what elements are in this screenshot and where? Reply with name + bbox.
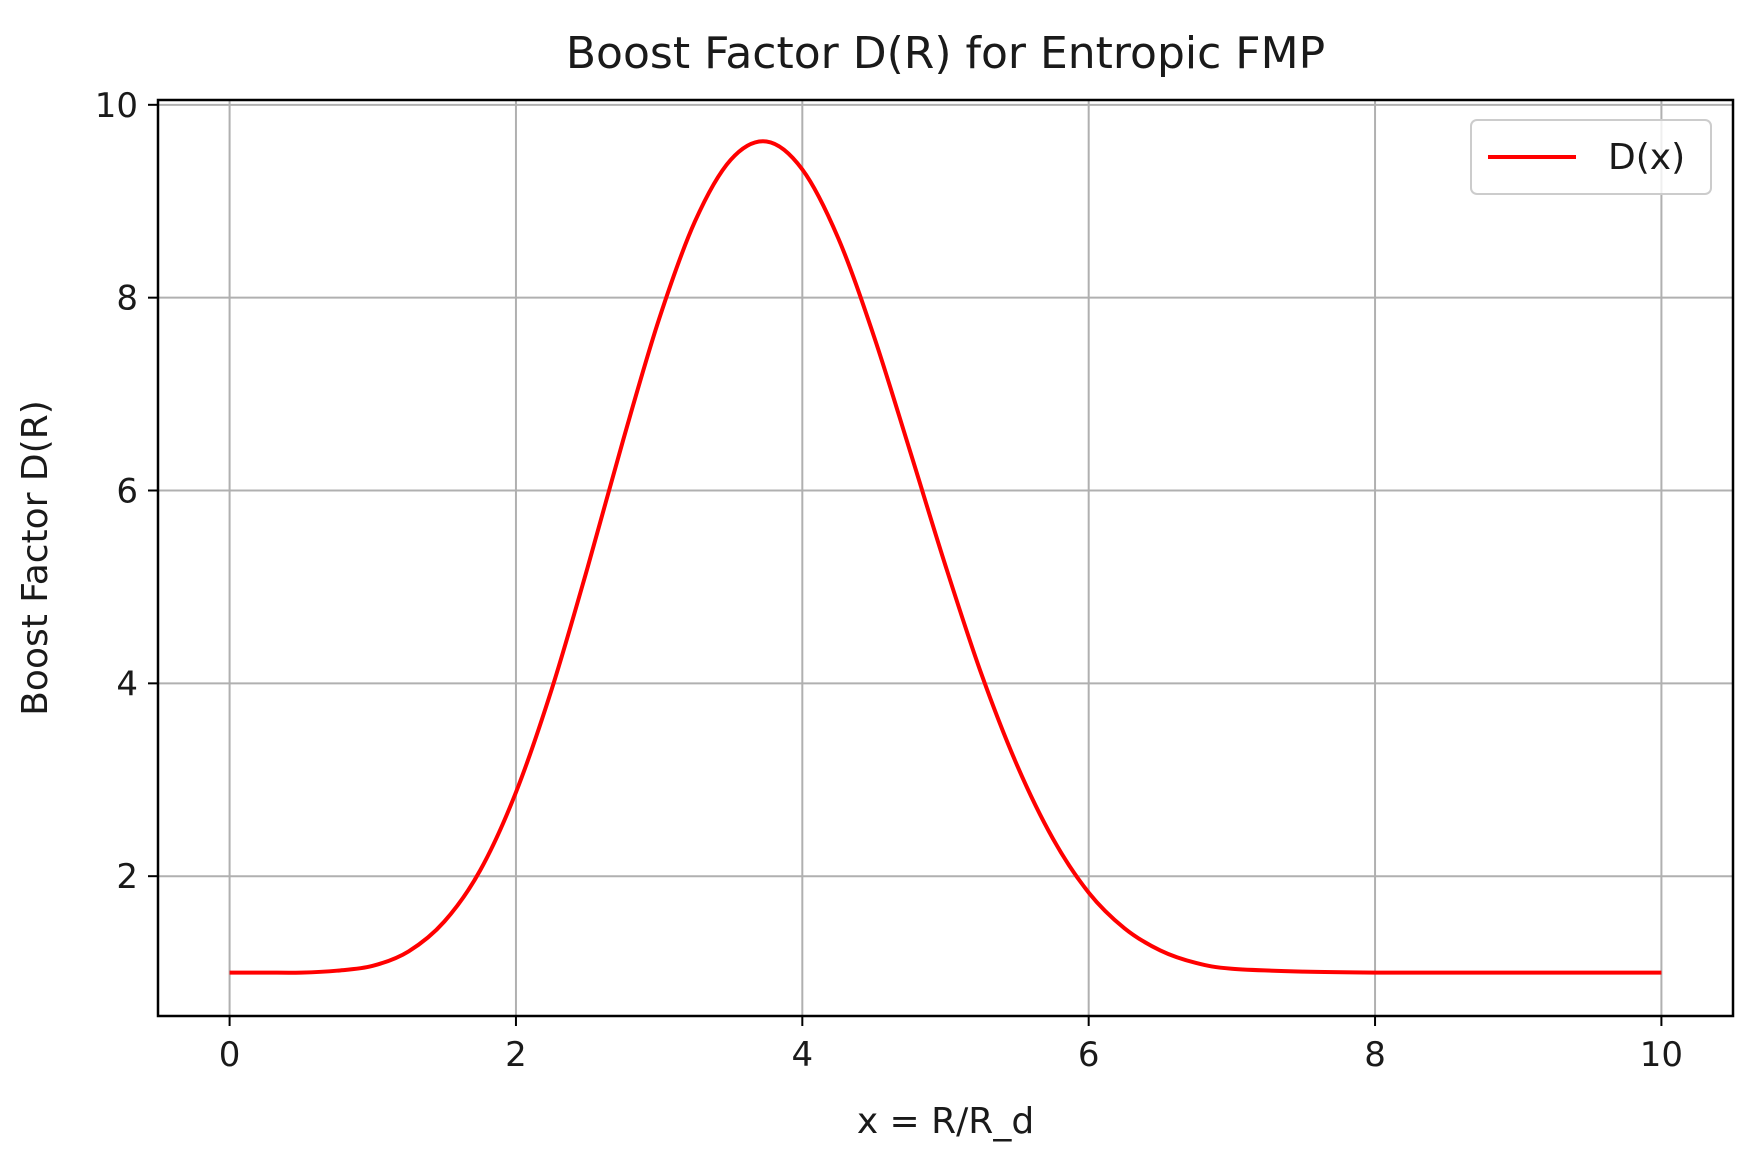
y-tick-label: 6 [116, 472, 138, 512]
x-tick-label: 2 [505, 1035, 527, 1075]
grid [158, 100, 1733, 1016]
x-tick-label: 10 [1640, 1035, 1683, 1075]
y-tick-label: 2 [116, 857, 138, 897]
y-axis-label: Boost Factor D(R) [15, 400, 56, 716]
y-tick-label: 8 [116, 279, 138, 319]
legend: D(x) [1470, 119, 1712, 195]
x-tick-label: 0 [219, 1035, 241, 1075]
x-axis-label: x = R/R_d [857, 1101, 1034, 1142]
plot-frame [156, 98, 1735, 1018]
ticks: 0 2 4 6 8 10 2 4 6 8 10 [95, 86, 1683, 1075]
legend-box [1470, 119, 1712, 195]
y-tick-label: 4 [116, 664, 138, 704]
legend-label: D(x) [1608, 137, 1685, 178]
series-layer [229, 139, 1662, 975]
x-tick-label: 4 [791, 1035, 813, 1075]
x-tick-label: 6 [1078, 1035, 1100, 1075]
x-tick-label: 8 [1364, 1035, 1386, 1075]
series-line [229, 139, 1662, 975]
y-tick-label: 10 [95, 86, 138, 126]
chart-title: Boost Factor D(R) for Entropic FMP [566, 28, 1325, 79]
